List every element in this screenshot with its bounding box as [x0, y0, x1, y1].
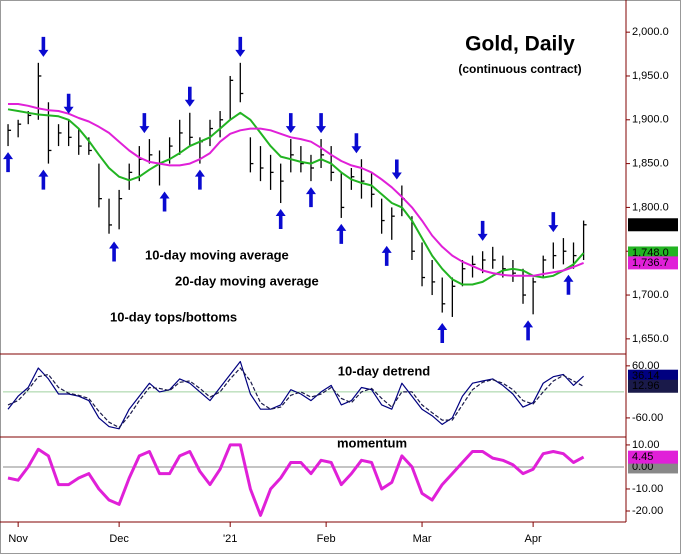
top-arrow: [38, 36, 49, 57]
series-line: [7, 367, 584, 429]
x-tick-label: Apr: [525, 533, 542, 545]
y-tick-label: 1,850.0: [632, 158, 669, 170]
bottom-arrow: [3, 152, 14, 173]
top-arrow: [316, 113, 327, 134]
value-box: [628, 450, 678, 464]
value-box: [628, 256, 678, 270]
bottom-arrow: [523, 320, 534, 341]
value-box-label: 1,736.7: [632, 257, 669, 269]
bottom-arrow: [437, 322, 448, 343]
y-tick-label: 1,650.0: [632, 333, 669, 345]
y-tick-label: 2,000.0: [632, 26, 669, 38]
y-tick-label: -20.00: [632, 505, 663, 517]
y-tick-label: 10.00: [632, 439, 660, 451]
y-tick-label: -10.00: [632, 483, 663, 495]
x-tick-label: Mar: [413, 533, 432, 545]
panel-title: 10-day detrend: [338, 363, 431, 378]
bottom-arrow: [38, 169, 49, 190]
value-box: [628, 460, 678, 474]
value-box-label: 12.96: [632, 380, 660, 392]
x-tick-label: Dec: [109, 533, 129, 545]
top-arrow: [477, 220, 488, 241]
top-arrow: [235, 36, 246, 57]
value-box: [628, 379, 678, 393]
series-line: [7, 360, 585, 430]
value-box: [628, 218, 678, 232]
y-tick-label: 1,800.0: [632, 201, 669, 213]
bottom-arrow: [275, 209, 286, 230]
top-arrow: [139, 113, 150, 134]
x-tick-label: Nov: [8, 533, 28, 545]
value-box: [628, 246, 678, 260]
bottom-arrow: [305, 187, 316, 208]
panel-title: momentum: [337, 435, 407, 450]
top-arrow: [63, 93, 74, 114]
legend-label: 20-day moving average: [175, 273, 319, 288]
value-box-label: 4.45: [632, 451, 653, 463]
value-box-label: 1,748.0: [632, 247, 669, 259]
y-tick-label: 1,950.0: [632, 70, 669, 82]
chart-subtitle: (continuous contract): [458, 62, 581, 76]
legend-label: 10-day tops/bottoms: [110, 309, 237, 324]
top-arrow: [391, 159, 402, 180]
x-tick-label: '21: [223, 533, 237, 545]
series-line: [7, 108, 585, 286]
chart-title: Gold, Daily: [465, 33, 575, 56]
top-arrow: [351, 133, 362, 154]
value-box-label: 0.00: [632, 461, 653, 473]
bottom-arrow: [381, 245, 392, 266]
y-tick-label: -60.00: [632, 412, 663, 424]
bottom-arrow: [194, 169, 205, 190]
y-tick-label: 60.00: [632, 360, 660, 372]
value-box-label: 1,780.2: [632, 219, 669, 231]
y-tick-label: 1,900.0: [632, 114, 669, 126]
bottom-arrow: [159, 191, 170, 212]
top-arrow: [285, 113, 296, 134]
legend-label: 10-day moving average: [145, 247, 289, 262]
top-arrow: [548, 212, 559, 233]
x-tick-label: Feb: [317, 533, 336, 545]
y-tick-label: 1,700.0: [632, 289, 669, 301]
series-line: [7, 443, 585, 517]
bottom-arrow: [336, 223, 347, 244]
top-arrow: [184, 86, 195, 107]
value-box: [628, 369, 678, 383]
series-line: [8, 103, 584, 277]
value-box-label: 36.14: [632, 370, 660, 382]
bottom-arrow: [563, 274, 574, 295]
bottom-arrow: [109, 241, 120, 262]
